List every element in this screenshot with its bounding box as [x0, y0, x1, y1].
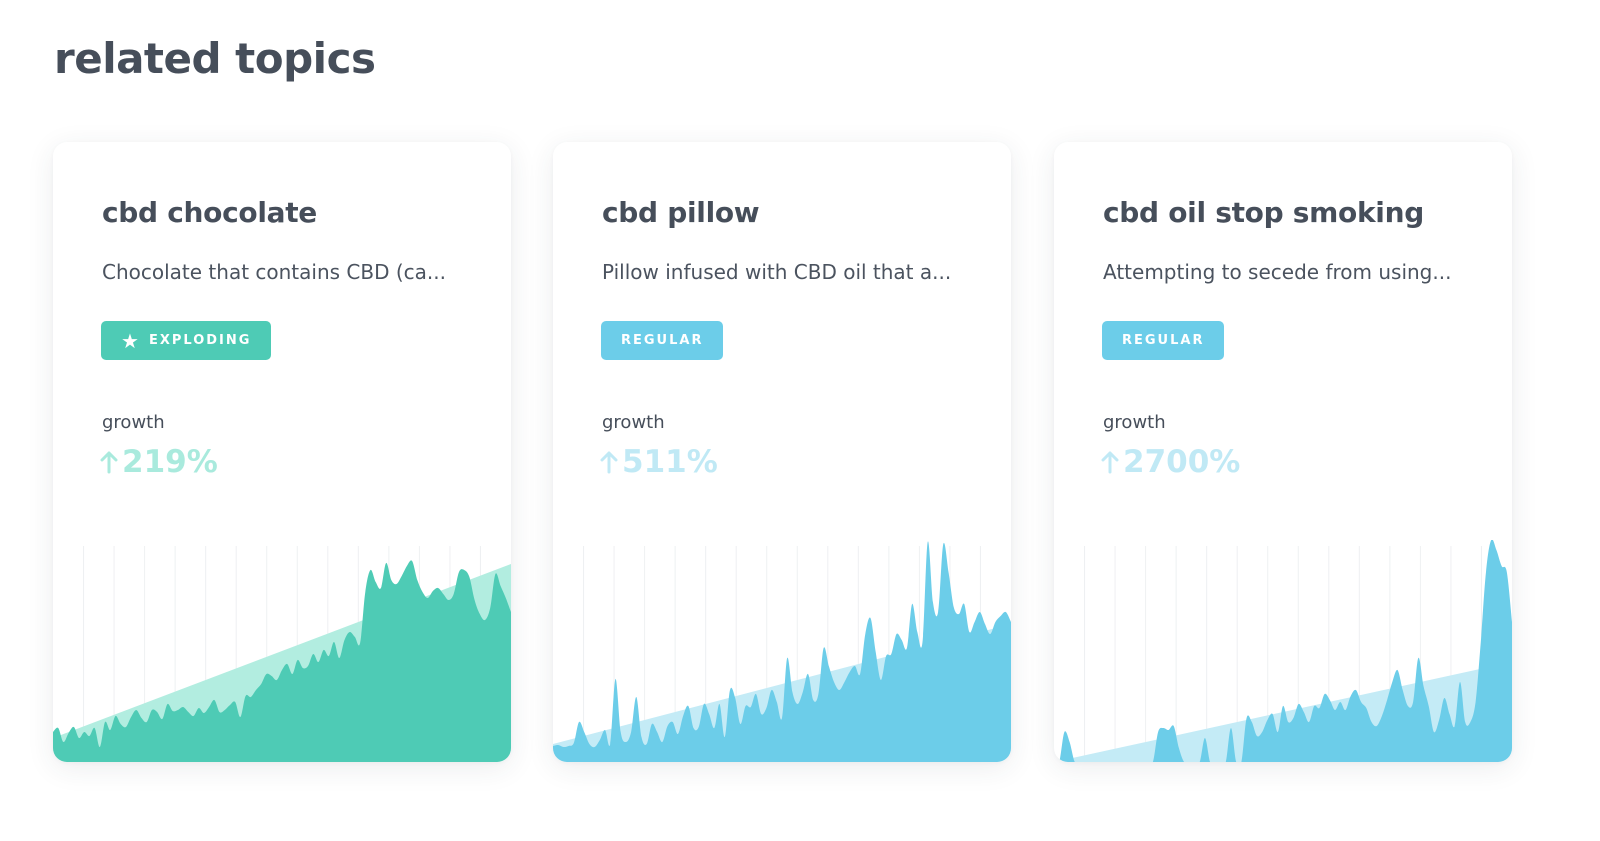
- star-icon: ★: [121, 328, 139, 353]
- card-description: Pillow infused with CBD oil that a...: [602, 260, 952, 284]
- trend-chart: [553, 541, 1011, 762]
- growth-percent: 2700%: [1123, 444, 1241, 480]
- growth-percent: 511%: [622, 444, 718, 480]
- badge-label: EXPLODING: [148, 333, 252, 348]
- topic-card-cbd-chocolate[interactable]: cbd chocolate Chocolate that contains CB…: [53, 142, 511, 762]
- topic-card-cbd-pillow[interactable]: cbd pillow Pillow infused with CBD oil t…: [553, 142, 1011, 762]
- badge-label: REGULAR: [621, 333, 704, 348]
- arrow-up-icon: [600, 451, 618, 474]
- regular-badge: REGULAR: [601, 321, 724, 360]
- trend-chart: [53, 546, 511, 762]
- exploding-badge: ★ EXPLODING: [101, 321, 272, 360]
- search-volume-area: [53, 560, 511, 762]
- search-volume-area: [553, 541, 1011, 762]
- page-title: related topics: [54, 34, 376, 83]
- card-title[interactable]: cbd oil stop smoking: [1103, 196, 1424, 229]
- growth-value: 511%: [600, 444, 718, 480]
- arrow-up-icon: [100, 451, 118, 474]
- growth-label: growth: [602, 412, 665, 433]
- growth-value: 2700%: [1101, 444, 1240, 480]
- topic-card-cbd-oil-stop-smoking[interactable]: cbd oil stop smoking Attempting to seced…: [1054, 142, 1512, 762]
- arrow-up-icon: [1101, 451, 1119, 474]
- search-volume-area: [1054, 540, 1512, 762]
- badge-label: REGULAR: [1122, 333, 1205, 348]
- growth-label: growth: [1103, 412, 1166, 433]
- card-description: Attempting to secede from using...: [1103, 260, 1452, 284]
- growth-label: growth: [102, 412, 165, 433]
- growth-percent: 219%: [122, 444, 218, 480]
- trend-chart: [1054, 540, 1512, 762]
- regular-badge: REGULAR: [1102, 321, 1225, 360]
- card-title[interactable]: cbd chocolate: [102, 196, 318, 229]
- card-description: Chocolate that contains CBD (ca...: [102, 260, 446, 284]
- growth-value: 219%: [100, 444, 218, 480]
- card-title[interactable]: cbd pillow: [602, 196, 760, 229]
